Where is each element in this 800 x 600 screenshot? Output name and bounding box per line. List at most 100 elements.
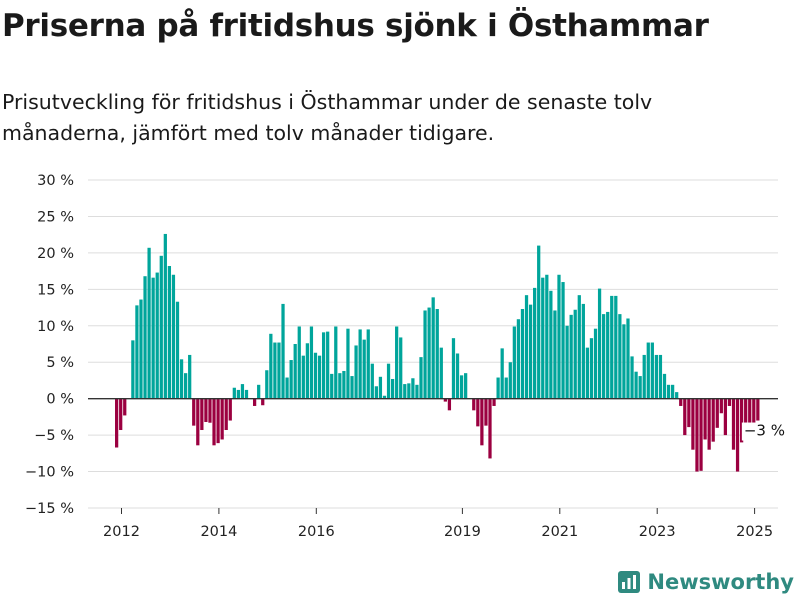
bar (285, 377, 289, 399)
bar (610, 295, 614, 399)
bar (334, 326, 338, 399)
bar (297, 326, 301, 399)
bar (188, 354, 192, 399)
chart-subtitle: Prisutveckling för fritidshus i Östhamma… (2, 90, 653, 145)
bar (662, 373, 667, 399)
bar (123, 398, 127, 416)
bar (443, 398, 447, 402)
x-tick-label: 2016 (298, 524, 335, 540)
bar (232, 387, 236, 399)
bar (139, 299, 143, 399)
bar (350, 376, 354, 399)
bar (403, 384, 407, 399)
y-tick-label: 30 % (37, 173, 74, 189)
bar (301, 355, 305, 399)
bar (167, 266, 172, 399)
bar (516, 319, 521, 399)
bar (224, 398, 228, 431)
bar (321, 332, 326, 399)
bar (756, 398, 760, 421)
bar (723, 398, 728, 436)
bar (545, 274, 549, 399)
bar (342, 370, 346, 399)
bar (654, 354, 659, 399)
newsworthy-logo: Newsworthy (617, 570, 794, 594)
bar (671, 384, 675, 399)
newsworthy-logo-icon (618, 571, 641, 593)
y-tick-label: 15 % (37, 282, 74, 298)
y-tick-label: 20 % (37, 246, 74, 262)
bar (175, 301, 180, 399)
bar (752, 398, 756, 428)
bar (390, 378, 395, 399)
bar (228, 398, 232, 421)
bar (131, 340, 135, 399)
bar (358, 329, 362, 399)
bar (748, 398, 752, 433)
bar (374, 386, 378, 399)
bar (407, 383, 411, 399)
bar (484, 398, 488, 426)
bar (476, 398, 480, 427)
bar (508, 362, 512, 399)
y-tick-label: −15 % (25, 501, 74, 517)
y-tick-label: −5 % (34, 428, 74, 444)
bar (602, 314, 606, 399)
bar (151, 277, 155, 399)
bar (119, 398, 123, 431)
bar (386, 363, 391, 399)
bar (382, 395, 387, 399)
y-tick-label: 10 % (37, 319, 74, 335)
x-tick-label: 2012 (103, 524, 140, 540)
bar (683, 398, 687, 436)
bar (727, 398, 732, 406)
bar (687, 398, 691, 428)
bar (143, 276, 147, 399)
bar (184, 373, 188, 399)
y-tick-label: 5 % (46, 355, 74, 371)
bar (606, 311, 610, 399)
bar (244, 389, 249, 399)
bar (638, 376, 642, 399)
bar (135, 305, 139, 399)
bar (581, 303, 585, 399)
y-tick-label: 0 % (46, 392, 74, 408)
bar (411, 378, 415, 399)
bar (277, 342, 281, 399)
bars (115, 233, 760, 472)
bar (630, 356, 634, 399)
bar (512, 326, 516, 399)
bar (597, 288, 602, 399)
y-tick-label: −10 % (25, 465, 74, 481)
x-tick-label: 2019 (444, 524, 481, 540)
x-tick-label: 2014 (200, 524, 237, 540)
bar (378, 376, 383, 399)
bar (614, 295, 618, 399)
bar (200, 398, 204, 431)
bar (528, 304, 533, 399)
annotation-label: −3 % (744, 422, 785, 440)
bar (719, 398, 723, 414)
bar (589, 338, 594, 399)
bar (313, 352, 318, 399)
bar (488, 398, 492, 459)
bar (269, 333, 273, 399)
bar (561, 282, 565, 399)
bar (427, 307, 431, 399)
annotation: −3 % (741, 422, 785, 441)
bar (699, 398, 703, 471)
bar (257, 384, 261, 399)
bar (204, 398, 208, 422)
bar (520, 309, 525, 399)
bar (675, 392, 679, 399)
y-tick-label: 25 % (37, 209, 74, 225)
bar (593, 328, 598, 399)
bar (634, 371, 638, 399)
bar (289, 360, 293, 399)
bar (553, 310, 557, 399)
bar (155, 272, 159, 399)
bar (435, 309, 439, 399)
bar (208, 398, 212, 423)
bar (565, 325, 569, 399)
